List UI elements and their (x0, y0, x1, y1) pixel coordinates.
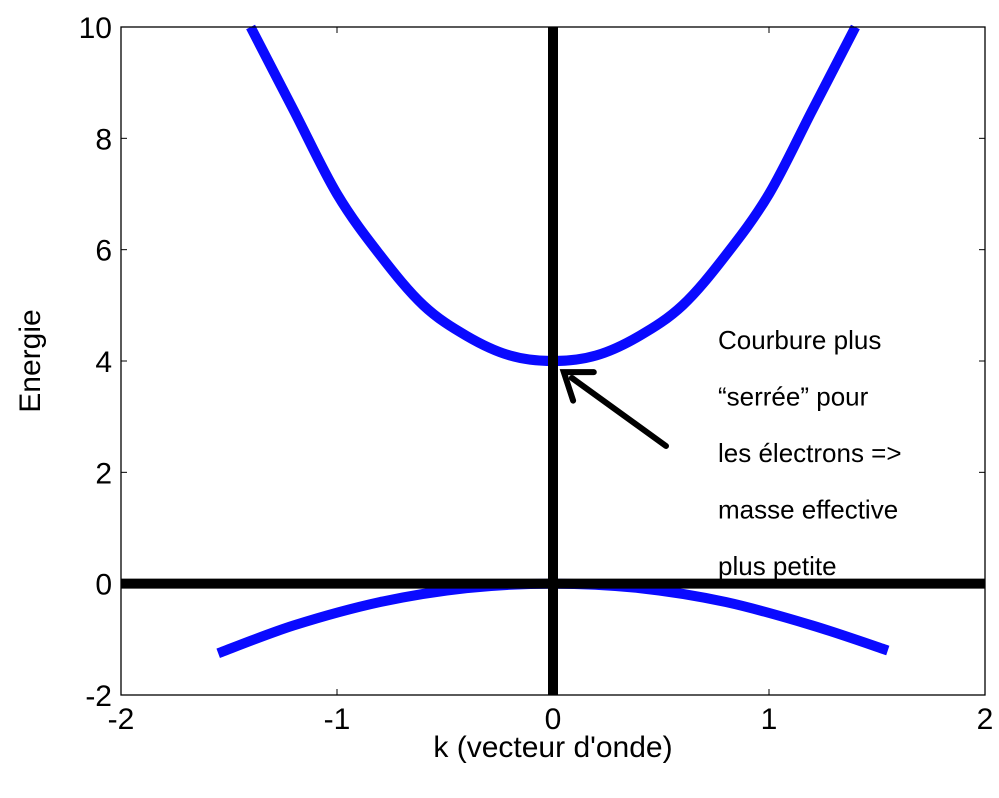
y-tick-label: -2 (85, 680, 112, 713)
annotation-line: masse effective (718, 495, 898, 525)
y-tick-label: 2 (95, 457, 112, 490)
annotation-line: plus petite (718, 551, 837, 581)
annotation-line: Courbure plus (718, 325, 881, 355)
plot-marks (121, 24, 985, 695)
x-axis-label: k (vecteur d'onde) (433, 731, 672, 764)
annotation-arrow-shaft (568, 374, 669, 449)
y-tick-label: 0 (95, 569, 112, 602)
annotation: Courbure plus “serrée” pour les électrons … (559, 325, 902, 581)
annotation-arrow-head (559, 369, 597, 404)
x-tick-label: 1 (761, 703, 778, 736)
annotation-line: les électrons => (718, 438, 902, 468)
axis-ticks (120, 26, 986, 696)
y-tick-label: 4 (95, 346, 112, 379)
x-tick-label: 0 (545, 703, 562, 736)
x-tick-label: 2 (977, 703, 994, 736)
tick-labels: -2 -1 0 1 2 -2 0 2 4 6 8 10 (79, 12, 994, 736)
y-tick-label: 8 (95, 123, 112, 156)
y-tick-label: 6 (95, 235, 112, 268)
x-tick-label: -1 (324, 703, 351, 736)
x-tick-label: -2 (108, 703, 135, 736)
y-axis-label: Energie (14, 309, 47, 412)
y-tick-label: 10 (79, 12, 112, 45)
annotation-line: “serrée” pour (718, 382, 869, 412)
